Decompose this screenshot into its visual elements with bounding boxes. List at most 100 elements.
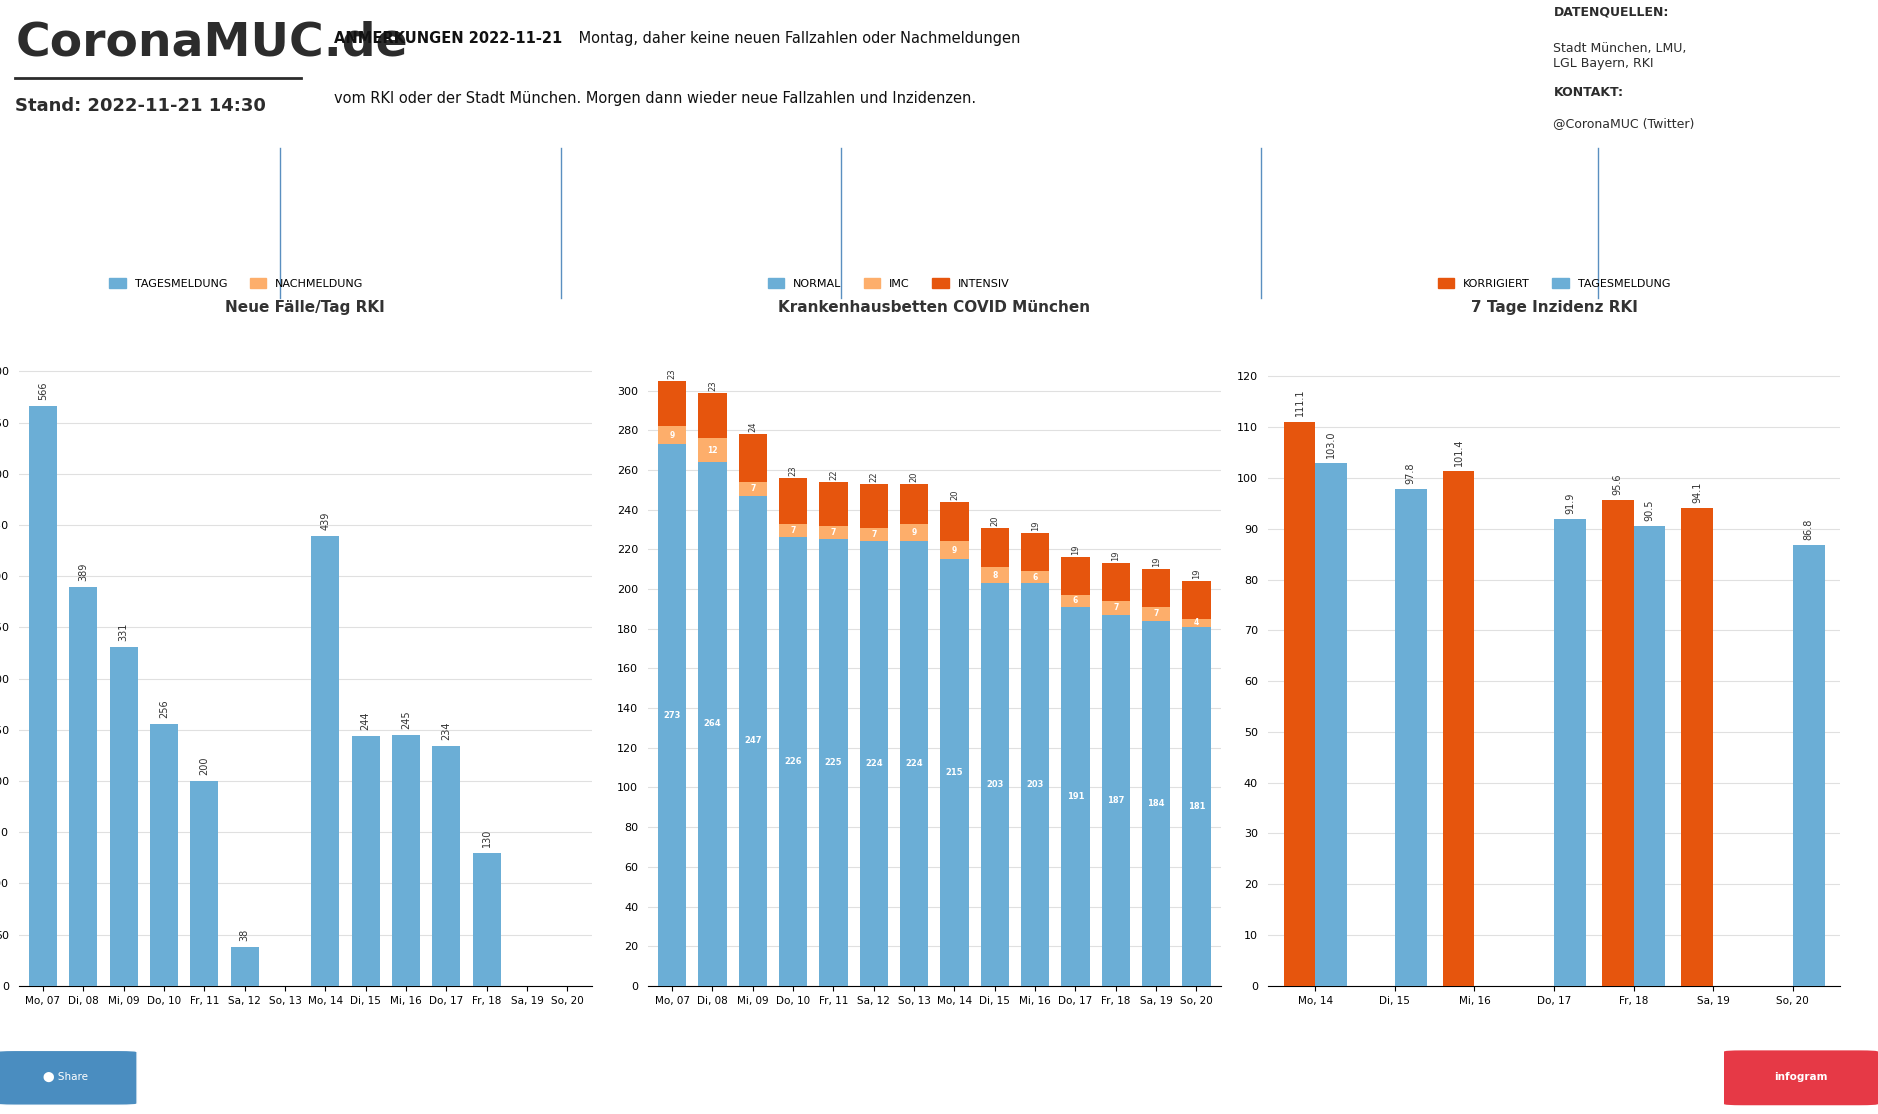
- Text: 203: 203: [1027, 780, 1044, 789]
- FancyBboxPatch shape: [0, 1051, 137, 1105]
- FancyBboxPatch shape: [1724, 1051, 1878, 1105]
- Text: 224: 224: [866, 759, 883, 769]
- Bar: [1681, 508, 1713, 986]
- Text: 23: 23: [667, 368, 676, 379]
- Text: 264: 264: [704, 720, 721, 729]
- Text: 4: 4: [1039, 199, 1063, 234]
- Text: 181: 181: [764, 199, 839, 234]
- Text: 8: 8: [992, 570, 997, 579]
- Text: INTENSIV: INTENSIV: [1273, 266, 1326, 276]
- Text: 7: 7: [871, 530, 877, 539]
- Text: Montag, daher keine neuen Fallzahlen oder Nachmeldungen: Montag, daher keine neuen Fallzahlen ode…: [575, 30, 1022, 46]
- Bar: [980, 567, 1008, 583]
- Text: 38: 38: [240, 929, 250, 941]
- Text: 7: 7: [791, 526, 796, 535]
- Text: Gesamt: 2.357: Gesamt: 2.357: [377, 260, 464, 273]
- Bar: [980, 583, 1008, 986]
- Text: IMC: IMC: [1040, 266, 1061, 276]
- Legend: TAGESMELDUNG, NACHMELDUNG: TAGESMELDUNG, NACHMELDUNG: [105, 274, 368, 294]
- Text: 9: 9: [952, 546, 958, 555]
- Bar: [860, 528, 888, 541]
- Bar: [109, 647, 137, 986]
- Text: 94.1: 94.1: [1692, 481, 1701, 502]
- Bar: [657, 444, 685, 986]
- Text: 226: 226: [785, 758, 802, 766]
- Text: 23: 23: [708, 380, 717, 391]
- Bar: [393, 735, 421, 986]
- Bar: [1315, 462, 1347, 986]
- Text: infogram: infogram: [1775, 1072, 1827, 1082]
- Text: 90.5: 90.5: [1645, 499, 1655, 521]
- Bar: [738, 496, 766, 986]
- Bar: [1142, 607, 1170, 620]
- Text: Aktuell Infizierte:: Aktuell Infizierte:: [939, 1017, 1084, 1032]
- Text: Genesene: 693.183: Genesene: 693.183: [642, 260, 759, 273]
- Text: Di-Sa, nicht nach
Feiertagen: Di-Sa, nicht nach Feiertagen: [1688, 245, 1788, 273]
- Text: Stadt München, LMU,
LGL Bayern, RKI: Stadt München, LMU, LGL Bayern, RKI: [1553, 42, 1686, 70]
- Text: 97.8: 97.8: [1407, 462, 1416, 483]
- Text: DATENQUELLEN:: DATENQUELLEN:: [1553, 6, 1670, 19]
- Bar: [1022, 534, 1050, 571]
- Text: ⬤ Share: ⬤ Share: [43, 1072, 88, 1082]
- Text: 244: 244: [361, 712, 370, 730]
- Text: @CoronaMUC (Twitter): @CoronaMUC (Twitter): [1553, 117, 1694, 130]
- Text: 389: 389: [79, 563, 88, 582]
- Text: 7: 7: [830, 528, 836, 537]
- Text: 103.0: 103.0: [1326, 430, 1337, 458]
- Bar: [941, 559, 969, 986]
- Text: 19: 19: [1275, 199, 1324, 234]
- Bar: [941, 541, 969, 559]
- Text: 130: 130: [481, 828, 492, 847]
- Bar: [1183, 627, 1211, 986]
- Text: Stand: 2022-11-21 14:30: Stand: 2022-11-21 14:30: [15, 98, 267, 116]
- Text: 6: 6: [1033, 573, 1039, 582]
- Bar: [860, 483, 888, 528]
- Legend: KORRIGIERT, TAGESMELDUNG: KORRIGIERT, TAGESMELDUNG: [1433, 274, 1675, 294]
- Text: KONTAKT:: KONTAKT:: [1553, 87, 1623, 99]
- Text: 7: 7: [1153, 609, 1159, 618]
- Bar: [941, 501, 969, 541]
- Text: 19: 19: [1193, 568, 1202, 579]
- Text: * Genesene:  7 Tages Durchschnitt der Summe RKI vor 10 Tagen |: * Genesene: 7 Tages Durchschnitt der Sum…: [453, 1016, 939, 1033]
- Text: 7: 7: [1114, 604, 1119, 613]
- Text: 2.470: 2.470: [639, 199, 762, 237]
- Bar: [779, 537, 808, 986]
- Bar: [699, 462, 727, 986]
- Bar: [1395, 489, 1427, 986]
- Bar: [1102, 600, 1131, 615]
- Text: ANMERKUNGEN 2022-11-21: ANMERKUNGEN 2022-11-21: [334, 30, 563, 46]
- Bar: [779, 478, 808, 524]
- Bar: [699, 392, 727, 438]
- Text: 86,8: 86,8: [1690, 199, 1786, 237]
- Text: 203: 203: [986, 780, 1003, 789]
- Title: 7 Tage Inzidenz RKI: 7 Tage Inzidenz RKI: [1470, 300, 1638, 315]
- Text: 12: 12: [708, 446, 717, 455]
- Text: 200: 200: [199, 756, 208, 775]
- Bar: [900, 524, 928, 541]
- Text: Made with: Made with: [1649, 1072, 1707, 1082]
- Bar: [190, 781, 218, 986]
- Bar: [1555, 519, 1585, 986]
- Bar: [738, 434, 766, 482]
- Text: 19: 19: [1112, 550, 1121, 561]
- Bar: [473, 852, 501, 986]
- Bar: [1102, 615, 1131, 986]
- Bar: [1142, 620, 1170, 986]
- Text: AKTUELL INFIZIERTE*: AKTUELL INFIZIERTE*: [629, 150, 772, 164]
- Text: 215: 215: [947, 768, 963, 778]
- Bar: [819, 482, 847, 526]
- Bar: [150, 724, 178, 986]
- Bar: [231, 947, 259, 986]
- Bar: [1602, 500, 1634, 986]
- Bar: [900, 541, 928, 986]
- Text: 19: 19: [1031, 521, 1040, 531]
- Text: Gesamt: 695.653: Gesamt: 695.653: [88, 260, 192, 273]
- Text: 20: 20: [990, 515, 999, 526]
- Bar: [980, 528, 1008, 567]
- Bar: [1793, 545, 1825, 986]
- Text: 273: 273: [663, 711, 682, 720]
- Text: 111.1: 111.1: [1294, 389, 1305, 417]
- Bar: [1442, 471, 1474, 986]
- Text: 20: 20: [950, 489, 960, 500]
- Text: 9: 9: [911, 528, 916, 537]
